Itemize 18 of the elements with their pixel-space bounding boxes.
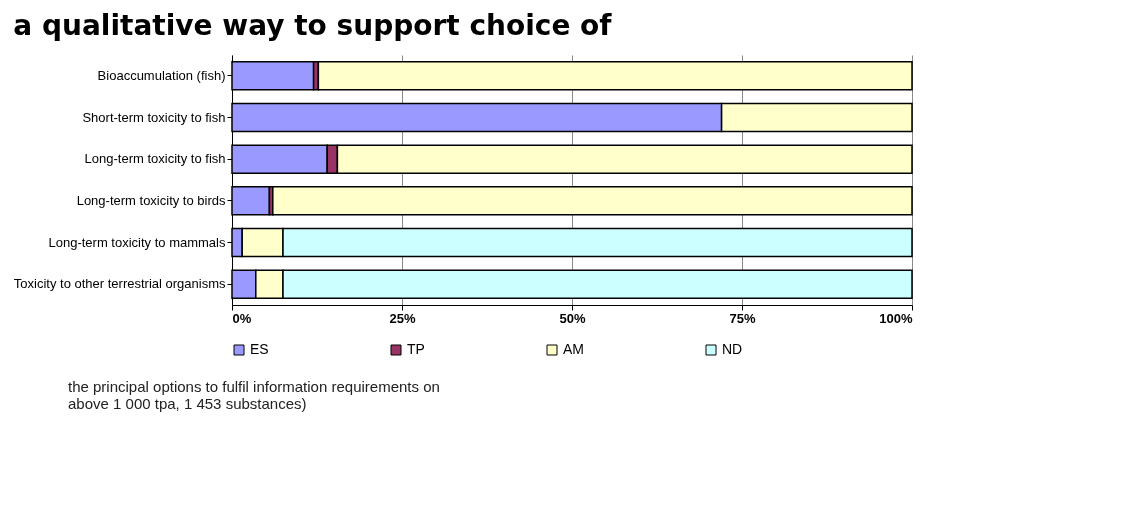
text: the principal options to fulfil information requirements on: [68, 378, 441, 395]
y-tick-label: Short-term toxicity to fish: [82, 109, 226, 125]
y-tick-label: Long-term toxicity to birds: [76, 192, 226, 208]
legend-label: ES: [250, 341, 269, 357]
x-tick-label: 50%: [559, 310, 586, 326]
y-tick-label: Toxicity to other terrestrial organisms: [13, 276, 226, 292]
legend-label: AM: [563, 341, 584, 357]
legend-label: ND: [722, 341, 743, 357]
y-tick-label: Long-term toxicity to fish: [84, 151, 226, 167]
x-tick-label: 75%: [729, 310, 756, 326]
legend-label: TP: [407, 341, 425, 357]
y-tick-label: Long-term toxicity to mammals: [48, 234, 226, 250]
x-tick-label: 100%: [879, 310, 913, 326]
text: above 1 000 tpa, 1 453 substances): [68, 395, 308, 412]
x-tick-label: 25%: [389, 310, 416, 326]
chart-title: a qualitative way to support choice of: [13, 9, 613, 42]
y-tick-label: Bioaccumulation (fish): [97, 67, 226, 83]
x-tick-label: 0%: [232, 310, 252, 326]
